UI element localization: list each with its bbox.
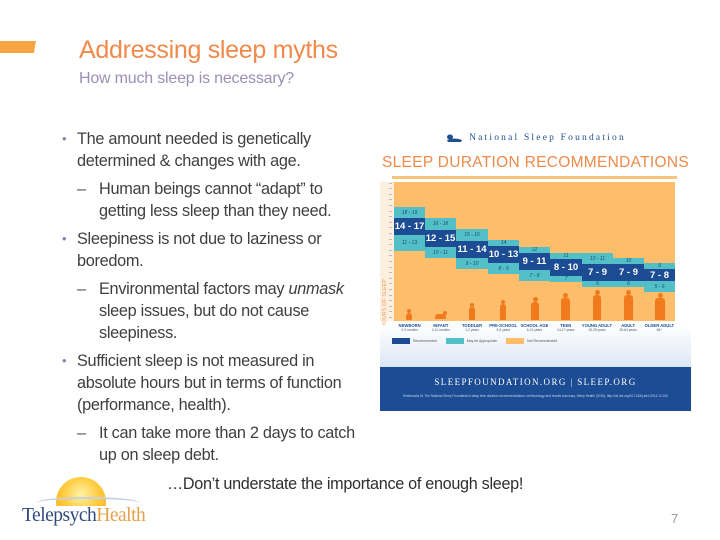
y-axis-tick <box>389 305 392 307</box>
y-axis-tick <box>389 289 392 290</box>
y-axis-tick <box>389 294 392 296</box>
age-label-school-age: SCHOOL AGE 6-13 years <box>520 323 549 332</box>
y-axis-tick <box>389 244 392 246</box>
y-axis-tick <box>389 227 392 229</box>
y-axis-tick <box>389 283 392 285</box>
infographic-footer: SLEEPFOUNDATION.ORG | SLEEP.ORG Hirshkow… <box>380 367 691 411</box>
y-axis-tick <box>389 182 392 184</box>
title-accent-bar <box>0 41 36 53</box>
y-axis-tick <box>389 210 392 212</box>
sub-bullet-adapt: Human beings cannot “adapt” to getting l… <box>62 178 362 222</box>
y-axis-tick <box>389 205 392 206</box>
age-label-adult: ADULT 26-64 years <box>619 323 637 332</box>
nsf-sleeper-icon <box>447 134 463 142</box>
band-preschool: 14 10 - 13 8 - 9 <box>488 240 519 274</box>
nsf-header: National Sleep Foundation <box>380 125 691 151</box>
band-school-age: 12 9 - 11 7 - 8 <box>519 247 550 281</box>
band-infant: 16 - 18 12 - 15 10 - 11 <box>425 218 456 258</box>
y-axis-tick <box>389 216 392 218</box>
band-teen: 11 8 - 10 7 <box>550 253 582 282</box>
age-label-preschool: PRE-SCHOOL 3-5 years <box>489 323 518 332</box>
band-adult: 10 7 - 9 6 <box>613 258 644 287</box>
y-axis-tick <box>389 238 392 240</box>
sub-bullet-environmental: Environmental factors may unmask sleep i… <box>62 278 362 344</box>
bullet-function: Sufficient sleep is not measured in abso… <box>62 350 362 416</box>
legend-swatch-recommended <box>392 338 410 344</box>
horizon-swoosh <box>36 497 140 509</box>
y-axis-tick <box>389 272 392 274</box>
legend-swatch-may-be-appropriate <box>445 338 464 344</box>
band-toddler: 15 - 16 11 - 14 9 - 10 <box>456 229 488 269</box>
y-axis-tick <box>389 193 392 195</box>
y-axis-tick <box>389 311 392 313</box>
age-label-infant: INFANT 4-11 months <box>431 323 450 332</box>
band-young-adult: 10 - 11 7 - 9 6 <box>582 253 613 287</box>
age-label-young-adult: YOUNG ADULT 18-25 years <box>581 323 613 332</box>
y-axis-tick <box>389 188 392 190</box>
legend-swatch-not-recommended <box>506 338 525 344</box>
telepsychhealth-logo: TelepsychHealth <box>18 475 148 533</box>
slide-subtitle: How much sleep is necessary? <box>79 70 294 87</box>
page-number: 7 <box>671 511 679 526</box>
title-rule <box>392 176 677 179</box>
y-axis-tick <box>389 255 392 257</box>
age-label-teen: TEEN 14-17 years <box>556 323 575 332</box>
band-older-adult: 9 7 - 8 5 - 6 <box>644 263 675 292</box>
y-axis-tick <box>389 249 392 251</box>
nsf-org-name: National Sleep Foundation <box>469 133 626 143</box>
y-axis-tick <box>389 300 392 302</box>
y-axis-tick <box>389 199 392 201</box>
y-axis-tick <box>389 233 392 234</box>
footer-citation: Hirshkowitz M, The National Sleep Founda… <box>402 394 669 398</box>
emphasis-unmask: unmask <box>288 280 344 298</box>
footer-urls: SLEEPFOUNDATION.ORG | SLEEP.ORG <box>434 377 637 387</box>
logo-wordmark: TelepsychHealth <box>22 505 146 526</box>
bullet-genetic: The amount needed is genetically determi… <box>62 128 362 172</box>
age-group-labels: NEWBORN 0-3 months INFANT 4-11 months TODD… <box>394 323 675 333</box>
y-axis-tick <box>389 261 392 262</box>
bullet-laziness: Sleepiness is not due to laziness or bor… <box>62 228 362 272</box>
sleep-duration-infographic: National Sleep Foundation SLEEP DURATION… <box>380 125 691 411</box>
bullet-list: The amount needed is genetically determi… <box>62 128 362 472</box>
chart-legend: Recommended May be Appropriate Not Recom… <box>392 338 557 344</box>
age-label-toddler: TODDLER 1-2 years <box>461 323 483 332</box>
sub-bullet-sleep-debt: It can take more than 2 days to catch up… <box>62 422 362 466</box>
infographic-title: SLEEP DURATION RECOMMENDATIONS <box>382 154 689 171</box>
y-axis-tick <box>389 277 392 279</box>
slide-title: Addressing sleep myths <box>79 36 338 64</box>
closing-statement: …Don’t understate the importance of enou… <box>167 475 524 493</box>
age-label-older-adult: OLDER ADULT 65+ <box>644 323 675 332</box>
y-axis-tick <box>389 317 392 318</box>
y-axis-tick <box>389 266 392 268</box>
legend-background <box>380 325 691 367</box>
age-label-newborn: NEWBORN 0-3 months <box>398 323 421 332</box>
y-axis-label: HOURS OF SLEEP <box>382 278 388 328</box>
y-axis-tick <box>389 221 392 223</box>
band-newborn: 18 - 19 14 - 17 11 - 13 <box>394 207 425 251</box>
